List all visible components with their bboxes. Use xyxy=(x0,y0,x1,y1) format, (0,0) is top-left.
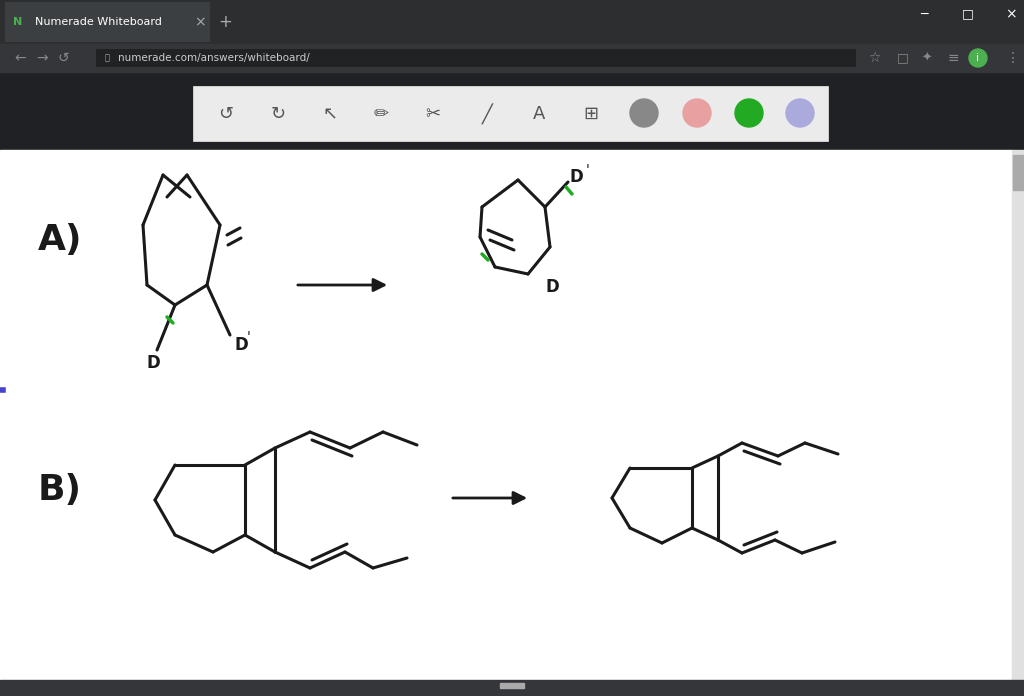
Text: □: □ xyxy=(962,8,974,20)
Text: A: A xyxy=(532,105,545,123)
Bar xyxy=(96,49,856,67)
Bar xyxy=(193,86,828,141)
Text: ✂: ✂ xyxy=(425,105,440,123)
Text: +: + xyxy=(218,13,232,31)
Bar xyxy=(0,0,1024,44)
Circle shape xyxy=(786,99,814,127)
Text: ✦: ✦ xyxy=(922,52,933,65)
Circle shape xyxy=(735,99,763,127)
Text: ╱: ╱ xyxy=(481,104,493,125)
Text: □: □ xyxy=(897,52,908,65)
Text: ←: ← xyxy=(14,51,26,65)
Text: numerade.com/answers/whiteboard/: numerade.com/answers/whiteboard/ xyxy=(118,53,309,63)
Text: ↖: ↖ xyxy=(323,105,338,123)
Text: ⊞: ⊞ xyxy=(584,105,599,123)
Text: ↺: ↺ xyxy=(218,105,233,123)
Text: i: i xyxy=(977,53,980,63)
Bar xyxy=(0,150,1012,680)
Text: D: D xyxy=(545,278,559,296)
Bar xyxy=(0,44,1024,72)
Text: ✏: ✏ xyxy=(374,105,388,123)
Text: D: D xyxy=(146,354,160,372)
Text: ≡: ≡ xyxy=(948,51,959,65)
Text: N: N xyxy=(13,17,23,27)
Bar xyxy=(1012,150,1024,680)
Text: ⋮: ⋮ xyxy=(1006,51,1020,65)
Text: ': ' xyxy=(247,330,251,344)
Bar xyxy=(5,2,210,42)
Text: A): A) xyxy=(38,223,83,257)
Text: ×: × xyxy=(195,15,206,29)
Text: ↻: ↻ xyxy=(270,105,286,123)
Circle shape xyxy=(969,49,987,67)
Text: ☆: ☆ xyxy=(868,51,881,65)
Text: Numerade Whiteboard: Numerade Whiteboard xyxy=(35,17,162,27)
Text: D: D xyxy=(234,336,249,354)
Text: ─: ─ xyxy=(920,8,928,20)
Text: ↺: ↺ xyxy=(58,51,70,65)
Bar xyxy=(1013,155,1023,190)
Text: →: → xyxy=(36,51,48,65)
Bar xyxy=(0,680,1024,696)
Bar xyxy=(0,0,1024,22)
Bar xyxy=(500,683,524,688)
Text: B): B) xyxy=(38,473,82,507)
Text: D: D xyxy=(569,168,583,186)
Circle shape xyxy=(630,99,658,127)
Circle shape xyxy=(683,99,711,127)
Text: ': ' xyxy=(586,163,590,177)
Text: ×: × xyxy=(1005,7,1017,21)
Text: 🔒: 🔒 xyxy=(105,54,110,63)
